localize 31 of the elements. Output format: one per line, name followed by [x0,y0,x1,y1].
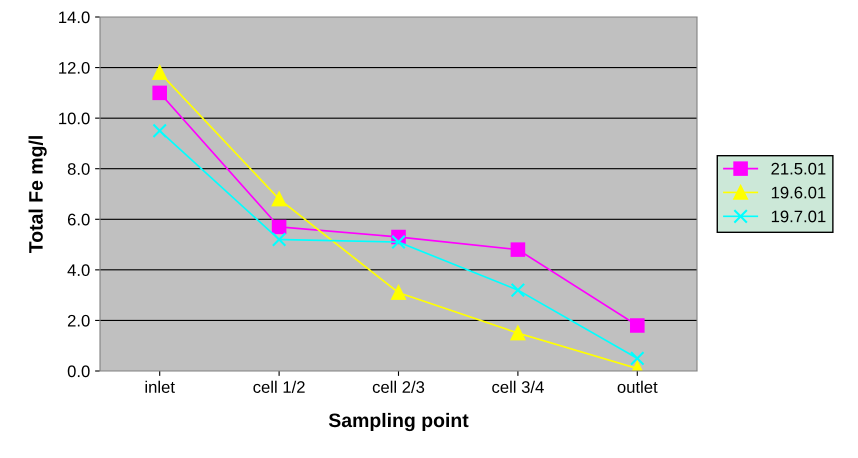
y-axis-title: Total Fe mg/l [28,136,47,254]
point [272,220,286,234]
y-tick-label: 6.0 [68,214,90,226]
legend-label: 19.7.01 [772,210,826,222]
y-tick-label: 12.0 [59,62,90,74]
x-tick-label: cell 1/2 [253,380,305,393]
point [510,282,526,298]
x-tick-label: outlet [618,380,658,393]
point [391,285,406,300]
point [630,318,645,333]
point [630,351,645,366]
point [510,242,526,257]
y-tick-label: 2.0 [68,314,90,327]
y-tick-label: 8.0 [68,163,90,175]
x-axis-title: Sampling point [328,412,468,432]
point [152,123,167,138]
legend-label: 21.5.01 [771,162,826,175]
legend-label: 19.6.01 [772,186,826,198]
point [272,192,286,206]
point [510,326,526,340]
point [152,65,167,80]
y-tick-label: 14.0 [59,11,90,24]
point [272,232,286,247]
x-tick-label: cell 3/4 [492,380,544,393]
y-tick-label: 0.0 [68,365,90,378]
y-tick-label: 4.0 [67,264,90,276]
point [152,86,167,100]
x-tick-label: inlet [146,380,175,393]
point [391,234,406,250]
x-tick-label: cell 2/3 [372,380,424,393]
y-tick-label: 10.0 [59,112,90,124]
